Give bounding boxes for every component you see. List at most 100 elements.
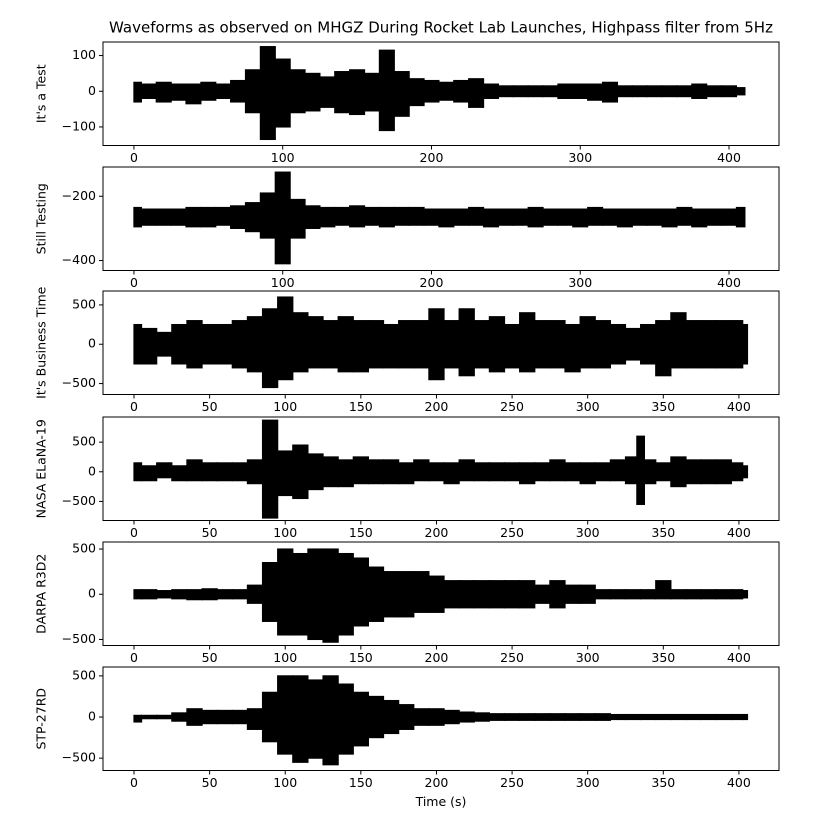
- waveform-segment: [579, 462, 596, 485]
- waveform-segment: [140, 208, 157, 226]
- waveform-segment: [307, 316, 324, 369]
- waveform-segment: [185, 206, 202, 228]
- waveform-segment: [557, 208, 574, 226]
- waveform-segment: [337, 459, 354, 488]
- waveform-segment: [378, 49, 395, 132]
- y-tick-label: −400: [62, 252, 96, 267]
- waveform-segment: [473, 320, 490, 369]
- waveform-segment: [527, 85, 544, 98]
- y-tick-label: −200: [62, 188, 96, 203]
- waveform-segment: [700, 459, 717, 485]
- waveform-segment: [367, 459, 385, 485]
- waveform-segment: [706, 85, 723, 98]
- waveform-segment: [363, 206, 381, 226]
- waveform-segment: [443, 580, 460, 609]
- waveform-segment: [742, 713, 749, 721]
- waveform-segment: [352, 456, 370, 485]
- waveform-segment: [564, 323, 581, 373]
- waveform-segment: [201, 462, 218, 482]
- x-tick-label: 300: [568, 275, 592, 290]
- waveform-segment: [715, 320, 732, 369]
- waveform-segment: [482, 208, 500, 228]
- x-tick-label: 350: [651, 399, 675, 414]
- x-tick-label: 250: [500, 525, 524, 540]
- x-tick-label: 400: [717, 275, 741, 290]
- waveform-segment: [319, 76, 336, 108]
- waveform-segment: [413, 459, 430, 482]
- x-tick-label: 200: [425, 650, 449, 665]
- x-tick-label: 200: [420, 150, 444, 165]
- x-tick-label: 100: [271, 150, 295, 165]
- waveform-segment: [156, 590, 173, 599]
- waveform-segment: [646, 85, 663, 98]
- x-tick-label: 350: [651, 525, 675, 540]
- x-tick-label: 400: [717, 150, 741, 165]
- y-tick-label: −500: [62, 493, 96, 508]
- waveform-segment: [670, 312, 687, 369]
- waveform-segment: [304, 205, 321, 229]
- x-tick-label: 300: [576, 399, 600, 414]
- waveform-segment: [458, 580, 475, 609]
- waveform-segment: [564, 713, 581, 721]
- waveform-segment: [186, 708, 203, 726]
- waveform-segment: [230, 205, 247, 229]
- y-axis-label: It's a Test: [34, 64, 49, 123]
- waveform-segment: [140, 83, 157, 99]
- waveform-segment: [587, 83, 604, 101]
- waveform-segment: [133, 81, 142, 103]
- waveform-segment: [685, 459, 702, 485]
- waveform-segment: [231, 709, 249, 725]
- waveform-segment: [413, 708, 430, 726]
- waveform-segment: [527, 206, 544, 228]
- waveform-segment: [735, 206, 746, 228]
- waveform-segment: [616, 208, 633, 228]
- waveform-segment: [519, 713, 536, 721]
- waveform-segment: [216, 709, 233, 725]
- waveform-segment: [594, 320, 611, 369]
- waveform-segment: [292, 312, 309, 373]
- waveform-segment: [691, 208, 708, 228]
- waveform-segment: [742, 590, 749, 599]
- y-tick-label: 0: [88, 336, 96, 351]
- waveform-segment: [216, 323, 233, 365]
- waveform-segment: [601, 81, 619, 103]
- waveform-segment: [337, 552, 354, 636]
- waveform-segment: [715, 459, 732, 485]
- waveform-segment: [171, 323, 188, 365]
- waveform-segment: [557, 83, 574, 99]
- waveform-segment: [643, 459, 657, 485]
- waveform-segment: [594, 713, 611, 721]
- waveform-segment: [685, 713, 702, 721]
- waveform-segment: [624, 713, 642, 721]
- waveform-segment: [349, 205, 366, 228]
- x-tick-label: 150: [349, 775, 373, 790]
- waveform-segment: [519, 312, 536, 373]
- x-tick-label: 250: [500, 650, 524, 665]
- waveform-segment: [685, 589, 702, 600]
- x-tick-label: 50: [202, 525, 218, 540]
- axes-frame: [102, 666, 780, 771]
- waveform-segment: [534, 713, 551, 721]
- waveform-segment: [676, 85, 693, 98]
- waveform-segment: [230, 79, 247, 103]
- waveform-segment: [378, 206, 395, 228]
- waveform-segment: [542, 85, 559, 98]
- x-tick-label: 0: [130, 525, 138, 540]
- waveform-segment: [244, 69, 261, 114]
- waveform-segment: [186, 320, 203, 369]
- waveform-segment: [408, 78, 425, 107]
- waveform-segment: [453, 79, 470, 103]
- y-tick-label: 500: [72, 667, 96, 682]
- waveform-segment: [200, 206, 217, 228]
- waveform-segment: [512, 208, 529, 226]
- waveform-segment: [334, 206, 351, 226]
- waveform-segment: [133, 714, 143, 723]
- waveform-segment: [259, 192, 276, 239]
- waveform-segment: [231, 320, 249, 369]
- waveform-segment: [277, 675, 294, 755]
- waveform-segment: [655, 320, 672, 377]
- y-tick-label: 500: [72, 434, 96, 449]
- x-tick-label: 400: [727, 525, 751, 540]
- x-tick-label: 300: [576, 650, 600, 665]
